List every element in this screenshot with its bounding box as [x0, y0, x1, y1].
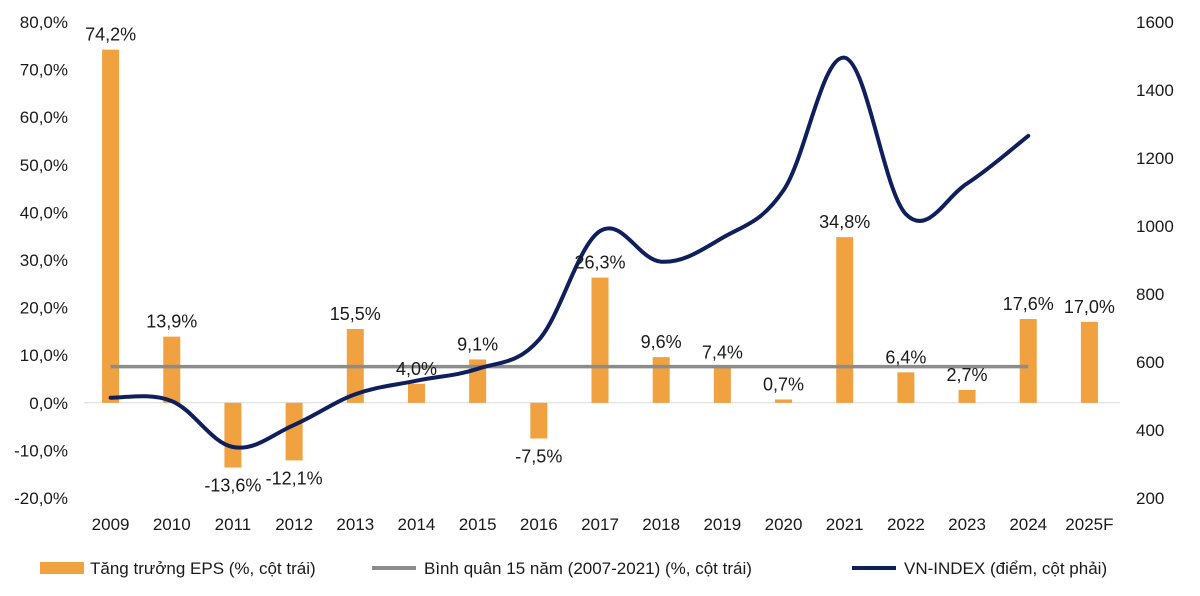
eps-data-label: 0,7% — [763, 374, 804, 394]
eps-data-label: 2,7% — [947, 365, 988, 385]
eps-data-label: -13,6% — [204, 476, 261, 496]
left-tick-label: 60,0% — [20, 108, 68, 127]
x-tick-label: 2020 — [765, 515, 803, 534]
eps-data-label: 26,3% — [574, 253, 625, 273]
x-tick-label: 2009 — [92, 515, 130, 534]
eps-data-label: -12,1% — [266, 468, 323, 488]
eps-data-label: 6,4% — [885, 347, 926, 367]
eps-bar — [591, 277, 609, 403]
x-tick-label: 2024 — [1009, 515, 1047, 534]
left-tick-label: 50,0% — [20, 156, 68, 175]
x-tick-label: 2017 — [581, 515, 619, 534]
legend-label-eps: Tăng trưởng EPS (%, cột trái) — [90, 559, 316, 578]
x-tick-label: 2014 — [398, 515, 436, 534]
eps-data-label: 15,5% — [330, 304, 381, 324]
x-tick-label: 2013 — [336, 515, 374, 534]
eps-bar — [163, 336, 181, 403]
left-axis: -20,0% -10,0% 0,0% 10,0% 20,0% 30,0% 40,0% 50,0… — [14, 13, 68, 508]
eps-bar — [407, 383, 425, 403]
x-tick-label: 2025F — [1065, 515, 1113, 534]
right-tick-label: 400 — [1136, 421, 1164, 440]
legend: Tăng trưởng EPS (%, cột trái) Bình quân … — [40, 559, 1107, 578]
eps-bar — [836, 237, 854, 403]
left-tick-label: 80,0% — [20, 13, 68, 32]
left-tick-label: -10,0% — [14, 441, 68, 460]
legend-label-average: Bình quân 15 năm (2007-2021) (%, cột trá… — [424, 559, 752, 578]
eps-bar — [285, 402, 303, 461]
eps-bar — [102, 49, 120, 403]
left-tick-label: 10,0% — [20, 346, 68, 365]
eps-bar — [897, 372, 915, 403]
x-axis: 2009 2010 2011 2012 2013 2014 2015 2016 2017 2018… — [92, 515, 1114, 534]
bar-data-labels: 74,2% 13,9% -13,6% -12,1% 15,5% 4,0% 9,1% -7,5%… — [85, 25, 1115, 496]
left-tick-label: 40,0% — [20, 203, 68, 222]
right-tick-label: 600 — [1136, 353, 1164, 372]
right-tick-label: 1400 — [1136, 81, 1174, 100]
eps-data-label: 9,1% — [457, 334, 498, 354]
eps-bar — [530, 402, 548, 439]
right-axis: 200 400 600 800 1000 1200 1400 1600 — [1136, 13, 1174, 508]
x-tick-label: 2010 — [153, 515, 191, 534]
eps-data-label: 4,0% — [396, 359, 437, 379]
eps-bar — [1080, 321, 1098, 403]
legend-marker-eps — [40, 562, 84, 574]
legend-label-vnindex: VN-INDEX (điểm, cột phải) — [904, 559, 1107, 578]
x-tick-label: 2012 — [275, 515, 313, 534]
x-tick-label: 2016 — [520, 515, 558, 534]
vnindex-line-path — [108, 55, 1031, 450]
vnindex-line — [108, 55, 1031, 450]
eps-data-label: 7,4% — [702, 343, 743, 363]
eps-bars — [102, 49, 1098, 468]
eps-data-label: 17,0% — [1064, 297, 1115, 317]
right-tick-label: 1600 — [1136, 13, 1174, 32]
left-tick-label: 0,0% — [29, 394, 68, 413]
eps-bar — [1019, 319, 1037, 403]
right-tick-label: 1000 — [1136, 217, 1174, 236]
right-tick-label: 800 — [1136, 285, 1164, 304]
eps-data-label: 17,6% — [1003, 294, 1054, 314]
eps-bar — [958, 389, 976, 403]
eps-bar — [775, 399, 793, 403]
x-tick-label: 2023 — [948, 515, 986, 534]
left-tick-label: 70,0% — [20, 61, 68, 80]
x-tick-label: 2018 — [642, 515, 680, 534]
eps-data-label: 74,2% — [85, 25, 136, 45]
left-tick-label: -20,0% — [14, 489, 68, 508]
x-tick-label: 2011 — [215, 515, 252, 534]
x-tick-label: 2015 — [459, 515, 497, 534]
x-tick-label: 2021 — [826, 515, 864, 534]
eps-data-label: 34,8% — [819, 212, 870, 232]
eps-bar — [652, 357, 670, 403]
eps-bar — [224, 402, 242, 468]
eps-data-label: -7,5% — [515, 447, 562, 467]
left-tick-label: 30,0% — [20, 251, 68, 270]
eps-bar — [713, 367, 731, 403]
left-tick-label: 20,0% — [20, 299, 68, 318]
right-tick-label: 1200 — [1136, 149, 1174, 168]
right-tick-label: 200 — [1136, 489, 1164, 508]
eps-data-label: 9,6% — [641, 332, 682, 352]
x-tick-label: 2019 — [703, 515, 741, 534]
eps-data-label: 13,9% — [146, 312, 197, 332]
x-tick-label: 2022 — [887, 515, 925, 534]
